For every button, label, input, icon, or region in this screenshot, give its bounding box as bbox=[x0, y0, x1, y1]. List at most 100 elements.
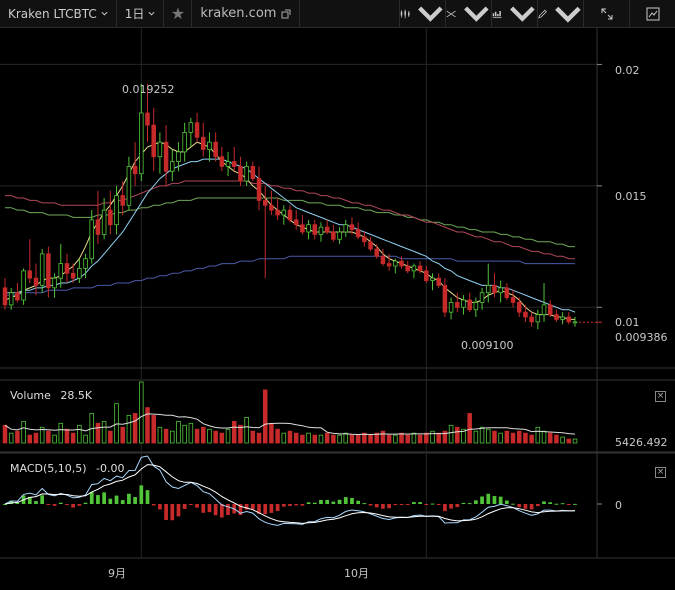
macd-histogram-bar bbox=[275, 504, 280, 512]
candle-body bbox=[170, 161, 175, 172]
candle-body bbox=[188, 122, 194, 133]
macd-histogram-bar bbox=[331, 501, 336, 504]
macd-histogram-bar bbox=[312, 502, 317, 504]
macd-histogram-bar bbox=[145, 490, 150, 504]
drawing-tools-button[interactable] bbox=[537, 0, 583, 28]
macd-histogram-bar bbox=[40, 495, 45, 504]
macd-histogram-bar bbox=[52, 504, 57, 506]
fullscreen-button[interactable] bbox=[583, 0, 629, 28]
candle-body bbox=[516, 302, 522, 313]
macd-histogram-bar bbox=[250, 504, 255, 510]
volume-bar bbox=[170, 430, 175, 444]
price-tick-2: 0.01 bbox=[615, 316, 640, 329]
candle-body bbox=[473, 302, 479, 311]
macd-histogram-bar bbox=[492, 496, 497, 504]
ma-slow1-line bbox=[5, 180, 575, 260]
candle-body bbox=[337, 231, 342, 240]
volume-bar bbox=[213, 430, 218, 444]
macd-histogram-bar bbox=[182, 504, 187, 509]
volume-bar bbox=[448, 424, 454, 444]
macd-histogram-bar bbox=[566, 504, 571, 505]
volume-bar bbox=[151, 415, 156, 444]
volume-bar bbox=[52, 434, 57, 444]
snapshot-button[interactable] bbox=[629, 0, 675, 28]
macd-histogram-bar bbox=[517, 504, 522, 508]
volume-bar bbox=[176, 420, 181, 444]
volume-bar bbox=[355, 434, 361, 444]
volume-bar bbox=[64, 428, 70, 444]
volume-bar bbox=[337, 434, 342, 444]
pencil-icon bbox=[538, 9, 547, 18]
volume-value: 28.5K bbox=[60, 389, 93, 402]
volume-bar bbox=[374, 432, 379, 444]
candle-body bbox=[83, 258, 88, 269]
macd-histogram-bar bbox=[548, 502, 553, 504]
volume-bar bbox=[349, 434, 355, 444]
symbol-selector[interactable]: Kraken LTCBTC bbox=[0, 0, 117, 28]
macd-histogram-bar bbox=[288, 504, 292, 506]
macd-histogram-bar bbox=[337, 499, 342, 504]
candle-body bbox=[15, 292, 20, 301]
macd-histogram-bar bbox=[443, 504, 447, 512]
volume-bar bbox=[312, 434, 318, 444]
volume-bar bbox=[523, 432, 528, 444]
macd-histogram-bar bbox=[300, 504, 305, 506]
macd-histogram-bar bbox=[480, 496, 484, 504]
volume-bar bbox=[281, 432, 287, 444]
price-chart[interactable]: 0.02 0.015 0.01 0.009386 0.019252 0.0091… bbox=[0, 28, 675, 590]
macd-histogram-bar bbox=[71, 504, 76, 508]
volume-bar bbox=[417, 434, 423, 444]
volume-bar bbox=[101, 420, 107, 444]
macd-close-icon[interactable]: × bbox=[655, 467, 666, 478]
indicators-button[interactable] bbox=[491, 0, 537, 28]
interval-selector[interactable]: 1日 bbox=[117, 0, 165, 28]
candle-body bbox=[436, 277, 441, 286]
macd-histogram-bar bbox=[529, 504, 534, 510]
volume-bar bbox=[405, 434, 410, 444]
candle-body bbox=[120, 195, 125, 206]
volume-bar bbox=[207, 428, 212, 444]
volume-bar bbox=[436, 432, 441, 444]
chevron-down-icon bbox=[510, 6, 535, 22]
volume-bar bbox=[411, 432, 417, 444]
candle-body bbox=[572, 321, 578, 324]
volume-bar bbox=[293, 432, 299, 444]
volume-close-icon[interactable]: × bbox=[655, 391, 666, 402]
macd-histogram-bar bbox=[201, 504, 206, 513]
volume-bar bbox=[430, 430, 435, 444]
volume-bar bbox=[8, 432, 14, 444]
candle-body bbox=[269, 204, 274, 211]
star-icon[interactable]: ★ bbox=[164, 0, 193, 28]
volume-bar bbox=[535, 426, 541, 444]
macd-histogram-bar bbox=[418, 502, 422, 504]
candle-body bbox=[362, 236, 367, 243]
macd-histogram-bar bbox=[356, 500, 361, 504]
volume-bar bbox=[238, 424, 243, 444]
compare-button[interactable] bbox=[445, 0, 491, 28]
macd-histogram-bar bbox=[9, 500, 14, 504]
volume-bar bbox=[318, 434, 324, 444]
volume-bar bbox=[362, 432, 367, 444]
macd-histogram-bar bbox=[46, 504, 51, 505]
macd-histogram-bar bbox=[368, 504, 373, 506]
candle-body bbox=[293, 219, 299, 226]
macd-histogram-bar bbox=[319, 500, 323, 504]
candle-body bbox=[207, 141, 212, 150]
volume-bar bbox=[547, 432, 553, 444]
candle-body bbox=[194, 122, 200, 138]
volume-bar bbox=[262, 389, 268, 444]
volume-bar bbox=[2, 424, 8, 444]
site-link[interactable]: kraken.com bbox=[192, 0, 301, 28]
candle-body bbox=[554, 314, 559, 320]
crossing-lines-icon bbox=[446, 10, 456, 17]
volume-bar bbox=[114, 403, 119, 444]
macd-histogram-bar bbox=[573, 503, 577, 505]
ma-slow2-line bbox=[5, 197, 575, 248]
volume-bar bbox=[386, 434, 392, 444]
macd-line bbox=[4, 455, 576, 526]
candle-body bbox=[238, 166, 243, 182]
candle-body bbox=[108, 209, 113, 226]
candle-body bbox=[461, 299, 466, 308]
macd-histogram-bar bbox=[412, 502, 416, 504]
chart-style-button[interactable] bbox=[399, 0, 445, 28]
